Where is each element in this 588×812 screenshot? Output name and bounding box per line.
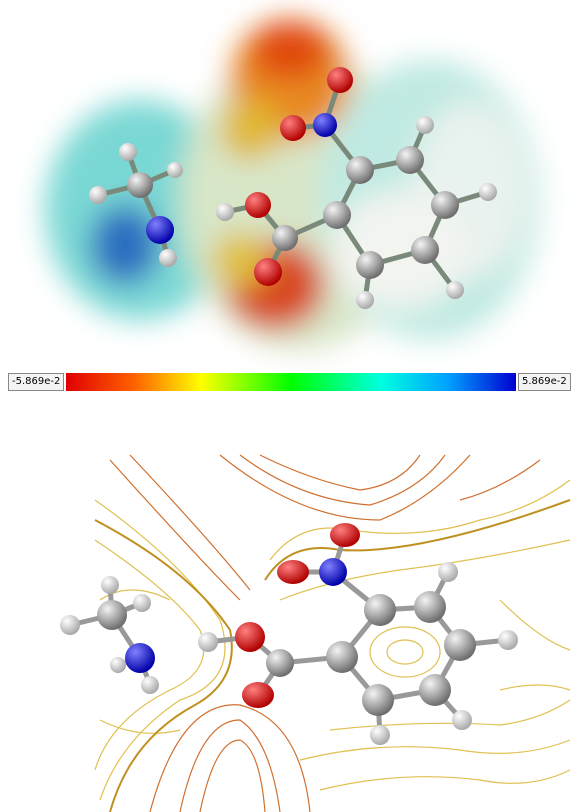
colorbar-max-label: 5.869e-2 — [518, 373, 571, 391]
mep-surface — [45, 20, 540, 350]
figure-graphics — [0, 0, 588, 812]
contour-lines — [95, 455, 570, 812]
colorbar — [66, 373, 516, 391]
colorbar-min-label: -5.869e-2 — [8, 373, 64, 391]
figure: -5.869e-2 5.869e-2 — [0, 0, 588, 812]
